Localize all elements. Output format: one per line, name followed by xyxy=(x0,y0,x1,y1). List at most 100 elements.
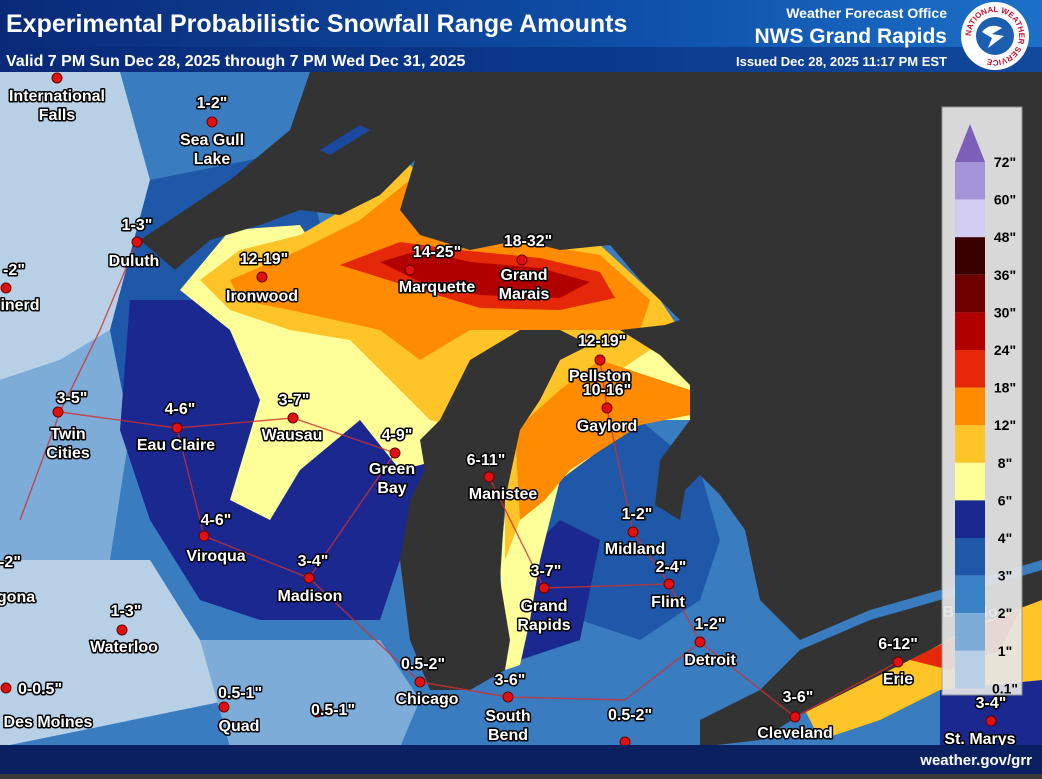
snow-range: 1-2" xyxy=(197,95,228,112)
city-dot xyxy=(414,676,426,688)
city-name: Duluth xyxy=(109,253,160,270)
legend-label: 60" xyxy=(994,192,1016,208)
snow-range: 18-32" xyxy=(504,233,553,250)
city-dot xyxy=(52,406,64,418)
snow-range: 3-7" xyxy=(531,563,562,580)
legend-swatch xyxy=(955,387,985,426)
city-name: Gaylord xyxy=(577,418,637,435)
city-dot xyxy=(601,402,613,414)
city-dot xyxy=(985,715,997,727)
valid-time: Valid 7 PM Sun Dec 28, 2025 through 7 PM… xyxy=(6,53,466,70)
legend-swatch xyxy=(955,613,985,651)
legend: 72" 60" 48" 36" 30" 24" 18" 12" 8" 6" 4" 3" 2" 1" 0.1" xyxy=(941,106,1023,696)
snow-range: 10-16" xyxy=(583,382,632,399)
legend-label: 6" xyxy=(998,492,1012,508)
legend-label: 48" xyxy=(994,229,1016,245)
city-dot xyxy=(594,354,606,366)
city-name: Midland xyxy=(605,541,665,558)
city-name: Wausau xyxy=(262,427,323,444)
title: Experimental Probabilistic Snowfall Rang… xyxy=(6,10,627,38)
legend-swatch xyxy=(955,538,985,576)
snow-range: 3-4" xyxy=(298,553,329,570)
snow-range: 3-6" xyxy=(783,689,814,706)
city-name: International xyxy=(9,88,105,105)
snow-range: 12-19" xyxy=(578,333,627,350)
legend-label: 4" xyxy=(998,530,1012,546)
city-dot xyxy=(287,412,299,424)
legend-swatch xyxy=(955,274,985,313)
legend-swatch xyxy=(955,350,985,388)
snow-range: 0-0.5" xyxy=(18,681,62,698)
city-name: Ironwood xyxy=(226,288,298,305)
snow-range: -2" xyxy=(3,262,25,279)
city-dot xyxy=(627,526,639,538)
city-name: Viroqua xyxy=(186,548,245,565)
footer: weather.gov/grr xyxy=(0,745,1042,774)
legend-label: 36" xyxy=(994,267,1016,283)
city-dot xyxy=(404,264,416,276)
city-name: Flint xyxy=(651,594,685,611)
legend-label: 0.1" xyxy=(992,680,1018,696)
city-name: Quad xyxy=(219,718,260,735)
city-dot xyxy=(131,236,143,248)
snow-range: 0.5-1" xyxy=(311,702,355,719)
cities: International Falls 1-2" Sea Gull Lake 1-3" Du… xyxy=(0,72,1017,750)
snow-range: 3-5" xyxy=(57,390,88,407)
city-dot xyxy=(0,682,12,694)
legend-label: 30" xyxy=(994,304,1016,320)
city-dot xyxy=(51,72,63,84)
snow-range: 0.5-2" xyxy=(401,656,445,673)
city-name: Chicago xyxy=(395,691,458,708)
legend-swatch xyxy=(955,650,985,689)
city-name: Bay xyxy=(377,480,406,497)
snow-range: 0.5-1" xyxy=(218,685,262,702)
snow-range: -2" xyxy=(0,554,21,571)
city-name: Grand xyxy=(500,267,547,284)
snow-range: 1-2" xyxy=(622,506,653,523)
city-dot xyxy=(0,282,12,294)
snow-range: 4-6" xyxy=(201,512,232,529)
snow-range: 1-2" xyxy=(695,616,726,633)
city-dot xyxy=(538,582,550,594)
city-name: Erie xyxy=(883,671,913,688)
city-name: Marais xyxy=(499,286,550,303)
snow-range: 4-6" xyxy=(165,401,196,418)
city-dot xyxy=(892,656,904,668)
legend-swatch xyxy=(955,162,985,200)
snow-range: 6-11" xyxy=(467,452,506,469)
city-name: South xyxy=(485,708,530,725)
city-name: Bend xyxy=(488,727,528,744)
city-name: inerd xyxy=(0,297,39,314)
city-name: Eau Claire xyxy=(137,437,215,454)
legend-swatch xyxy=(955,237,985,275)
legend-swatch xyxy=(955,312,985,350)
legend-swatch xyxy=(955,199,985,238)
snow-range: 1-3" xyxy=(111,603,142,620)
office: NWS Grand Rapids xyxy=(754,25,947,48)
city-dot xyxy=(483,471,495,483)
city-name: Detroit xyxy=(684,652,736,669)
legend-label: 72" xyxy=(994,154,1016,170)
city-name: Marquette xyxy=(399,279,476,296)
city-dot xyxy=(206,116,218,128)
roads xyxy=(19,241,899,718)
city-name: Twin xyxy=(50,426,85,443)
snow-range: 14-25" xyxy=(413,244,462,261)
legend-label: 12" xyxy=(994,417,1016,433)
header: Experimental Probabilistic Snowfall Rang… xyxy=(0,0,1042,72)
city-name: Manistee xyxy=(469,486,538,503)
snow-range: 6-12" xyxy=(878,636,918,653)
city-name: Falls xyxy=(39,107,76,124)
city-name: Sea Gull xyxy=(180,132,244,149)
legend-label: 18" xyxy=(994,380,1016,396)
city-dot xyxy=(171,422,183,434)
city-dot xyxy=(218,701,230,713)
city-dot xyxy=(389,447,401,459)
legend-label: 3" xyxy=(998,568,1012,584)
city-name: gona xyxy=(0,589,35,606)
city-dot xyxy=(198,530,210,542)
snow-range: 2-4" xyxy=(656,559,687,576)
city-name: Waterloo xyxy=(90,639,158,656)
city-dot xyxy=(311,706,323,718)
snow-range: 4-9" xyxy=(382,427,413,444)
